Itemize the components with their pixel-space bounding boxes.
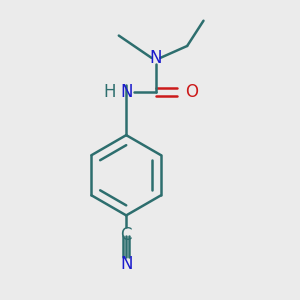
Text: O: O bbox=[185, 83, 198, 101]
Text: N: N bbox=[120, 255, 133, 273]
Text: H: H bbox=[103, 83, 116, 101]
Text: N: N bbox=[120, 83, 133, 101]
Text: N: N bbox=[150, 49, 162, 67]
Text: C: C bbox=[121, 226, 132, 244]
